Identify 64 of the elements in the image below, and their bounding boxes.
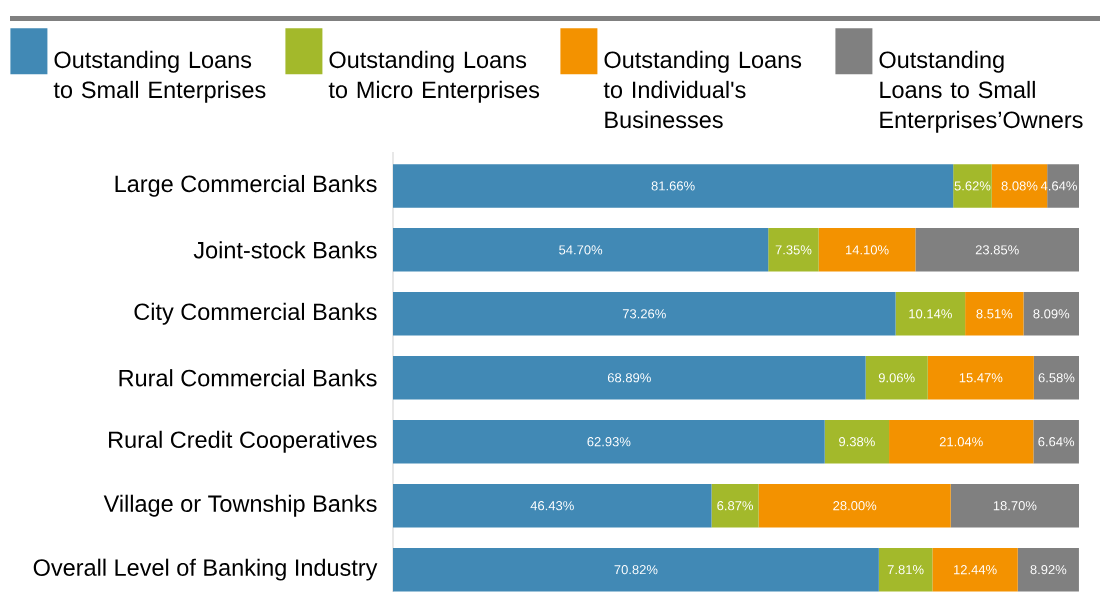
data-label: 46.43% (530, 501, 574, 511)
y-tick-label: Joint-stock Banks (193, 241, 377, 259)
data-label: 81.66% (651, 181, 695, 191)
bar (927, 356, 1034, 400)
bar (768, 228, 819, 272)
data-label: 10.14% (909, 309, 952, 319)
bar (965, 292, 1024, 336)
data-label: 28.00% (833, 501, 877, 511)
bar (393, 164, 954, 208)
data-label: 23.85% (975, 245, 1019, 255)
data-label: 8.51% (976, 309, 1013, 319)
data-label: 7.81% (887, 565, 924, 575)
bar (393, 483, 712, 528)
legend-label: Outstanding Loans to Individual's Businesses (603, 50, 802, 129)
y-tick-label: Rural Credit Cooperatives (109, 430, 377, 453)
bar (824, 419, 890, 464)
data-label: 14.10% (845, 245, 889, 255)
data-label: 68.89% (607, 373, 651, 383)
data-label: 70.82% (614, 565, 658, 575)
data-label: 5.62% (954, 181, 991, 191)
data-label: 6.58% (1038, 373, 1075, 383)
bar (818, 228, 916, 272)
bar (1033, 419, 1079, 464)
data-label: 9.06% (878, 373, 915, 383)
bar (393, 547, 879, 592)
bar (878, 547, 933, 592)
bar (1023, 292, 1080, 336)
data-label: 8.09% (1033, 309, 1070, 319)
bar (895, 292, 966, 336)
data-label: 21.04% (939, 437, 983, 447)
bar (1017, 547, 1079, 592)
bar (915, 228, 1080, 272)
bar (393, 228, 769, 272)
bar (758, 483, 951, 528)
bar (711, 483, 759, 528)
data-label: 62.93% (587, 437, 631, 447)
y-tick-label: Village or Township Banks (103, 494, 377, 517)
data-label: 8.08% (1001, 181, 1038, 191)
data-label: 6.64% (1038, 437, 1075, 447)
bar (932, 547, 1018, 592)
data-label: 12.44% (954, 565, 997, 575)
bar (1033, 356, 1080, 400)
bar (953, 164, 992, 208)
y-tick-label: Large Commercial Banks (115, 174, 377, 197)
y-tick-label: City Commercial Banks (134, 302, 377, 325)
data-label: 54.70% (559, 245, 603, 255)
bar (393, 356, 866, 400)
y-tick-label: Overall Level of Banking Industry (33, 558, 378, 581)
bar (950, 483, 1080, 528)
legend-label: Outstanding Loans to Small Enterprises’Owners (879, 50, 1083, 133)
bar (865, 356, 928, 400)
y-tick-label: Rural Commercial Banks (119, 369, 377, 387)
data-label: 7.35% (775, 245, 812, 255)
bar (393, 419, 825, 464)
bar (393, 292, 896, 336)
legend-label: Outstanding Loans to Micro Enterprises (328, 50, 540, 103)
data-label: 9.38% (839, 437, 875, 447)
data-label: 8.92% (1030, 565, 1067, 575)
legend-label: Outstanding Loans to Small Enterprises (53, 50, 266, 103)
data-label: 18.70% (993, 501, 1037, 511)
data-label: 15.47% (959, 373, 1003, 383)
data-label: 73.26% (622, 309, 666, 319)
data-label: 6.87% (717, 501, 754, 511)
bar (889, 419, 1034, 464)
